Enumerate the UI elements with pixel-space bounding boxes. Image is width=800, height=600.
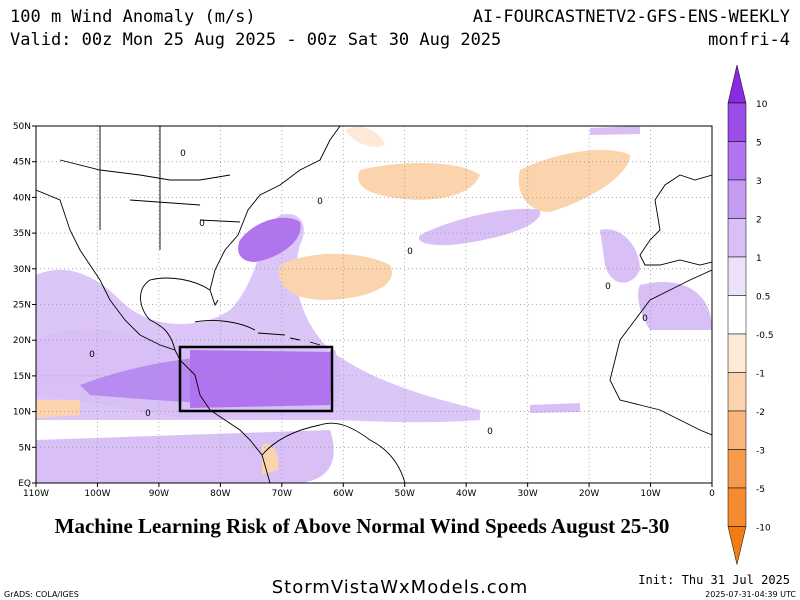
colorbar-swatch xyxy=(727,218,747,258)
y-tick-label: 20N xyxy=(13,336,31,346)
x-tick-label: 30W xyxy=(517,489,537,499)
map-frame xyxy=(35,125,713,484)
colorbar-swatch xyxy=(727,487,747,527)
colorbar-swatch xyxy=(727,333,747,373)
contour-label: 0 xyxy=(487,427,493,437)
contour-label: 0 xyxy=(145,409,151,419)
y-tick-label: 35N xyxy=(13,229,31,239)
contour-label: 0 xyxy=(89,350,95,360)
x-tick-label: 0 xyxy=(709,489,715,499)
x-tick-label: 60W xyxy=(333,489,353,499)
graticule: 110W 100W 90W 80W 70W 60W 50W 40W 30W 20W 10W 0 EQ 5N… xyxy=(13,122,715,499)
y-tick-label: 5N xyxy=(19,443,31,453)
x-tick-label: 20W xyxy=(579,489,599,499)
x-tick-label: 100W xyxy=(84,489,110,499)
anomaly-field xyxy=(36,126,712,483)
y-tick-label: 40N xyxy=(13,193,31,203)
colorbar-swatch xyxy=(727,526,747,565)
colorbar-label: 0.5 xyxy=(756,293,770,303)
colorbar-label: 1 xyxy=(756,254,762,264)
contour-label: 0 xyxy=(407,247,413,257)
colorbar-swatch xyxy=(727,102,747,142)
contour-label: 0 xyxy=(605,282,611,292)
y-tick-label: 30N xyxy=(13,265,31,275)
colorbar-label: -1 xyxy=(756,370,765,380)
contour-label: 0 xyxy=(317,197,323,207)
y-tick-label: 15N xyxy=(13,372,31,382)
x-tick-label: 40W xyxy=(456,489,476,499)
colorbar-swatch xyxy=(727,64,747,104)
x-tick-label: 80W xyxy=(210,489,230,499)
contour-label: 0 xyxy=(642,314,648,324)
colorbar-label: -3 xyxy=(756,447,765,457)
software: GrADS: COLA/IGES xyxy=(4,590,79,599)
coastlines xyxy=(36,126,712,483)
colorbar-label: -0.5 xyxy=(756,331,774,341)
colorbar-swatch xyxy=(727,410,747,450)
y-tick-label: 25N xyxy=(13,301,31,311)
colorbar-swatch xyxy=(727,295,747,335)
colorbar-label: -5 xyxy=(756,485,765,495)
x-tick-label: 90W xyxy=(149,489,169,499)
init: Init: Thu 31 Jul 2025 xyxy=(638,573,790,587)
colorbar-label: 10 xyxy=(756,100,768,110)
y-tick-label: 45N xyxy=(13,158,31,168)
colorbar-swatch xyxy=(727,449,747,489)
focus-box xyxy=(178,345,334,413)
y-tick-label: EQ xyxy=(18,479,31,489)
colorbar: 10 5 3 2 1 0.5 -0.5 -1 -2 -3 -5 -10 xyxy=(727,64,774,565)
contour-label: 0 xyxy=(199,219,205,229)
x-tick-label: 110W xyxy=(23,489,49,499)
colorbar-swatch xyxy=(727,372,747,412)
contour-label: 0 xyxy=(180,149,186,159)
y-tick-label: 10N xyxy=(13,408,31,418)
stamp: 2025-07-31-04:39 UTC xyxy=(705,590,796,599)
run: monfri-4 xyxy=(708,30,790,50)
title: 100 m Wind Anomaly (m/s) xyxy=(10,7,256,27)
x-tick-label: 50W xyxy=(395,489,415,499)
x-tick-label: 70W xyxy=(272,489,292,499)
model: AI-FOURCASTNETV2-GFS-ENS-WEEKLY xyxy=(473,7,790,27)
colorbar-label: -2 xyxy=(756,408,765,418)
y-tick-label: 50N xyxy=(13,122,31,132)
colorbar-swatch xyxy=(727,141,747,181)
valid: Valid: 00z Mon 25 Aug 2025 - 00z Sat 30 … xyxy=(10,30,501,50)
colorbar-swatch xyxy=(727,179,747,219)
site: StormVistaWxModels.com xyxy=(272,577,529,598)
colorbar-label: -10 xyxy=(756,524,771,534)
caption: Machine Learning Risk of Above Normal Wi… xyxy=(55,514,670,538)
colorbar-label: 5 xyxy=(756,139,762,149)
colorbar-swatch xyxy=(727,256,747,296)
colorbar-label: 2 xyxy=(756,216,762,226)
x-tick-label: 10W xyxy=(640,489,660,499)
colorbar-label: 3 xyxy=(756,177,762,187)
